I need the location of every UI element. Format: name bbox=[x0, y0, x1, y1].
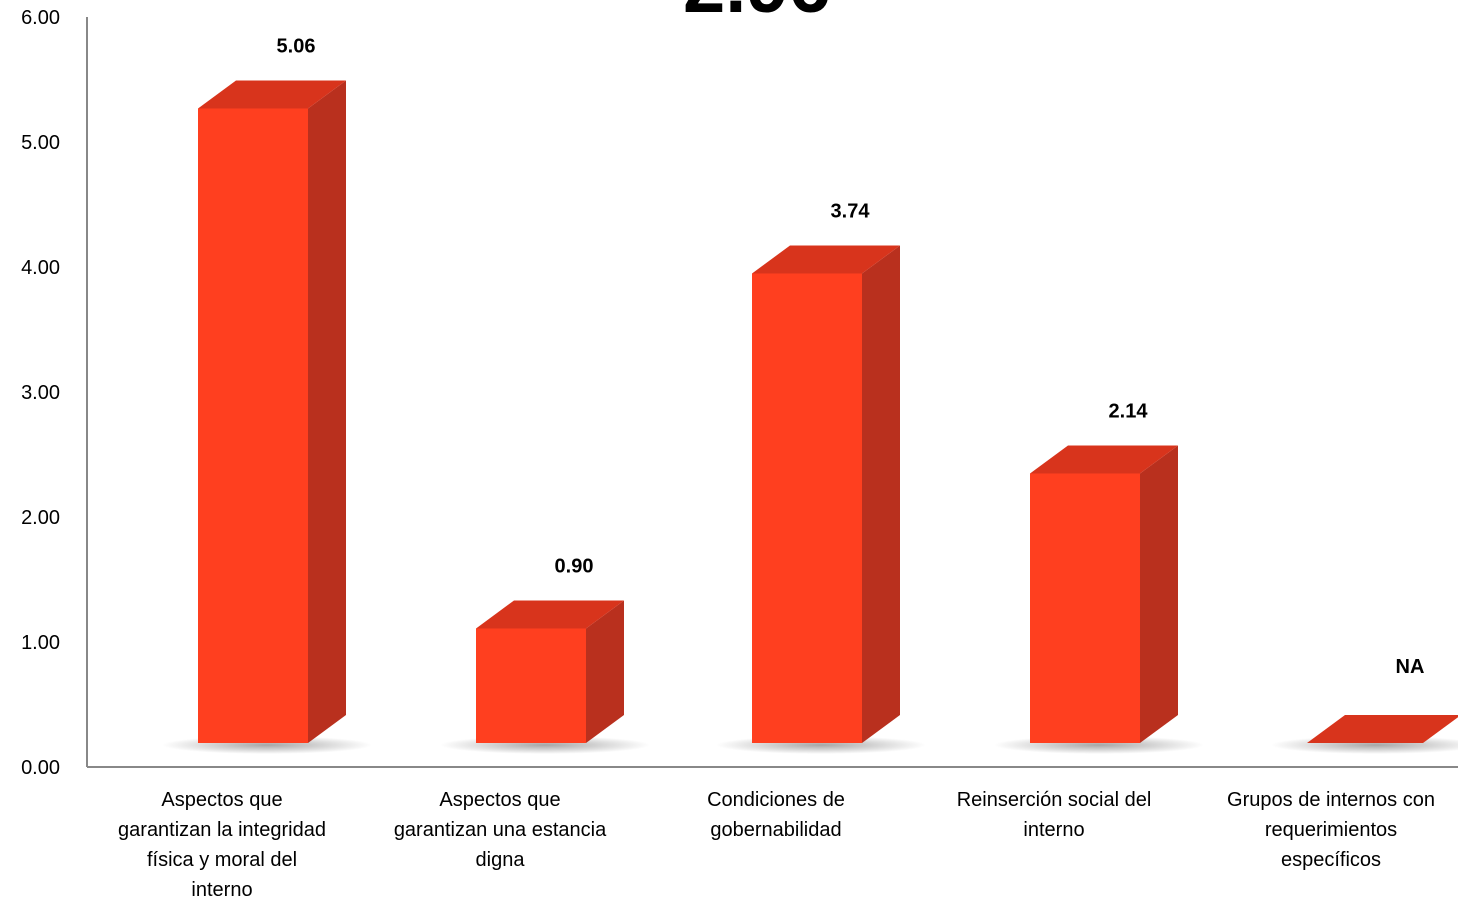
category-label: Condiciones de gobernabilidad bbox=[707, 789, 845, 841]
bar bbox=[440, 600, 650, 754]
category-label-line: Condiciones de bbox=[707, 789, 845, 811]
bar-front bbox=[1030, 473, 1140, 743]
category-label-line: Reinserción social del bbox=[957, 789, 1152, 811]
category-label-line: garantizan una estancia bbox=[394, 819, 607, 841]
y-tick-label: 2.00 bbox=[21, 507, 60, 529]
bar-front bbox=[476, 628, 586, 743]
category-label-line: interno bbox=[1023, 819, 1084, 841]
axes: 0.00 1.00 2.00 3.00 4.00 5.00 6.00 bbox=[21, 7, 1458, 779]
bar bbox=[162, 80, 372, 754]
bar bbox=[716, 245, 926, 754]
category-label-line: gobernabilidad bbox=[710, 819, 841, 841]
value-label: 0.90 bbox=[555, 556, 594, 578]
category-label: Aspectos que garantizan una estancia digna bbox=[394, 789, 607, 871]
value-label: NA bbox=[1396, 656, 1425, 678]
category-label-line: Grupos de internos con bbox=[1227, 789, 1435, 811]
category-label-line: digna bbox=[476, 849, 526, 871]
value-label: 2.14 bbox=[1109, 401, 1149, 423]
y-tick-label: 5.00 bbox=[21, 132, 60, 154]
bar-top bbox=[752, 245, 900, 274]
bar-top bbox=[1030, 445, 1178, 474]
y-tick-label: 1.00 bbox=[21, 632, 60, 654]
category-label-line: interno bbox=[191, 879, 252, 901]
bar bbox=[1271, 715, 1458, 754]
bar bbox=[994, 445, 1204, 754]
y-tick-label: 3.00 bbox=[21, 382, 60, 404]
labels: 5.06 Aspectos que garantizan la integridad… bbox=[118, 36, 1435, 902]
bar-side bbox=[308, 80, 346, 743]
value-label: 5.06 bbox=[277, 36, 316, 58]
bar-top bbox=[1307, 715, 1458, 743]
y-tick-label: 6.00 bbox=[21, 7, 60, 29]
category-label: Reinserción social del interno bbox=[957, 789, 1152, 841]
category-label-line: Aspectos que bbox=[439, 789, 560, 811]
category-label: Aspectos que garantizan la integridad físi… bbox=[118, 789, 326, 901]
bar-side bbox=[1140, 445, 1178, 743]
category-label-line: específicos bbox=[1281, 849, 1381, 871]
y-tick-label: 0.00 bbox=[21, 757, 60, 779]
bar-front bbox=[198, 108, 308, 743]
chart-title: 2.96 bbox=[683, 0, 831, 29]
bar-front bbox=[752, 273, 862, 743]
category-label-line: Aspectos que bbox=[161, 789, 282, 811]
bar-side bbox=[862, 245, 900, 743]
bars bbox=[162, 80, 1458, 754]
bar-top bbox=[198, 80, 346, 109]
category-label-line: requerimientos bbox=[1265, 819, 1397, 841]
bar-top bbox=[476, 600, 624, 629]
bar-side bbox=[586, 600, 624, 743]
category-label: Grupos de internos con requerimientos espe… bbox=[1227, 789, 1435, 871]
y-tick-label: 4.00 bbox=[21, 257, 60, 279]
category-label-line: garantizan la integridad bbox=[118, 819, 326, 841]
category-label-line: física y moral del bbox=[147, 849, 297, 871]
value-label: 3.74 bbox=[831, 201, 871, 223]
